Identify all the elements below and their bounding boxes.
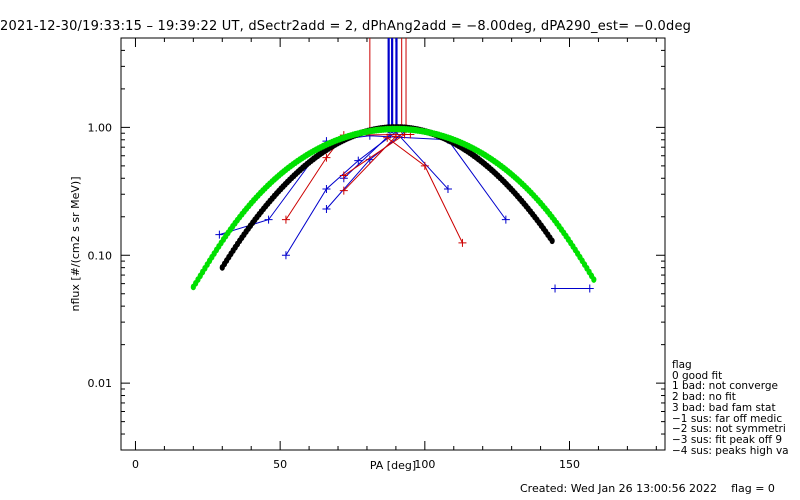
data-point-marker [281,215,290,224]
y-axis-label: nflux [#/(cm2 s sr MeV)] [69,177,82,312]
x-tick-label: 150 [559,458,580,471]
x-tick-label: 50 [273,458,287,471]
data-point-marker [383,133,392,142]
data-point-marker [322,153,331,162]
y-tick-label: 0.01 [88,377,113,390]
legend-item: −1 sus: far off medic [672,412,783,425]
data-point-marker [215,230,224,239]
data-point-marker [339,186,348,195]
data-point-marker [551,284,560,293]
axis-tick-labels: 0 50 100 150 0.01 0.10 1.00 [88,121,581,471]
legend-item: 0 good fit [672,369,723,382]
x-tick-label: 100 [414,458,435,471]
data-point-marker [501,215,510,224]
legend-item: 2 bad: no fit [672,391,736,404]
legend-item: −3 sus: fit peak off 9 [672,433,783,446]
data-point-marker [322,205,331,214]
y-tick-label: 0.10 [88,249,113,262]
legend-item: 3 bad: bad fam stat [672,401,776,414]
data-series [215,128,594,293]
chart-title: 2021-12-30/19:33:15 – 19:39:22 UT, dSect… [0,19,692,34]
legend-heading: flag [672,359,692,371]
data-point-marker [354,156,363,165]
data-point-marker [443,184,452,193]
data-point-marker [281,251,290,260]
data-point-marker [339,171,348,180]
data-point-marker [420,161,429,170]
y-tick-label: 1.00 [88,121,113,134]
x-axis-label: PA [deg] [370,459,416,472]
legend-item: −4 sus: peaks high va [672,444,789,457]
legend-item: 1 bad: not converge [672,380,778,393]
data-point-marker [585,284,594,293]
data-series-line [343,136,397,192]
legend-item: −2 sus: not symmetri [672,423,786,436]
data-series-line [285,133,411,220]
fit-curve-dot [591,276,597,283]
axis-ticks [121,37,665,451]
footer: Created: Wed Jan 26 13:00:56 2022 flag = … [520,482,789,495]
data-series-line [386,137,463,244]
flag-legend: flag 0 good fit 1 bad: not converge 2 ba… [672,360,789,456]
data-series-line [343,134,391,179]
data-series-line [343,134,405,176]
data-point-marker [391,132,400,141]
x-tick-label: 0 [132,458,139,471]
peak-lines [369,38,407,134]
fit-curve-dot [549,237,555,245]
data-point-marker [458,238,467,247]
data-point-marker [264,215,273,224]
flag-value: flag = 0 [731,482,775,495]
fit-curves [190,124,597,291]
data-point-marker [322,184,331,193]
created-timestamp: Created: Wed Jan 26 13:00:56 2022 [520,482,718,495]
